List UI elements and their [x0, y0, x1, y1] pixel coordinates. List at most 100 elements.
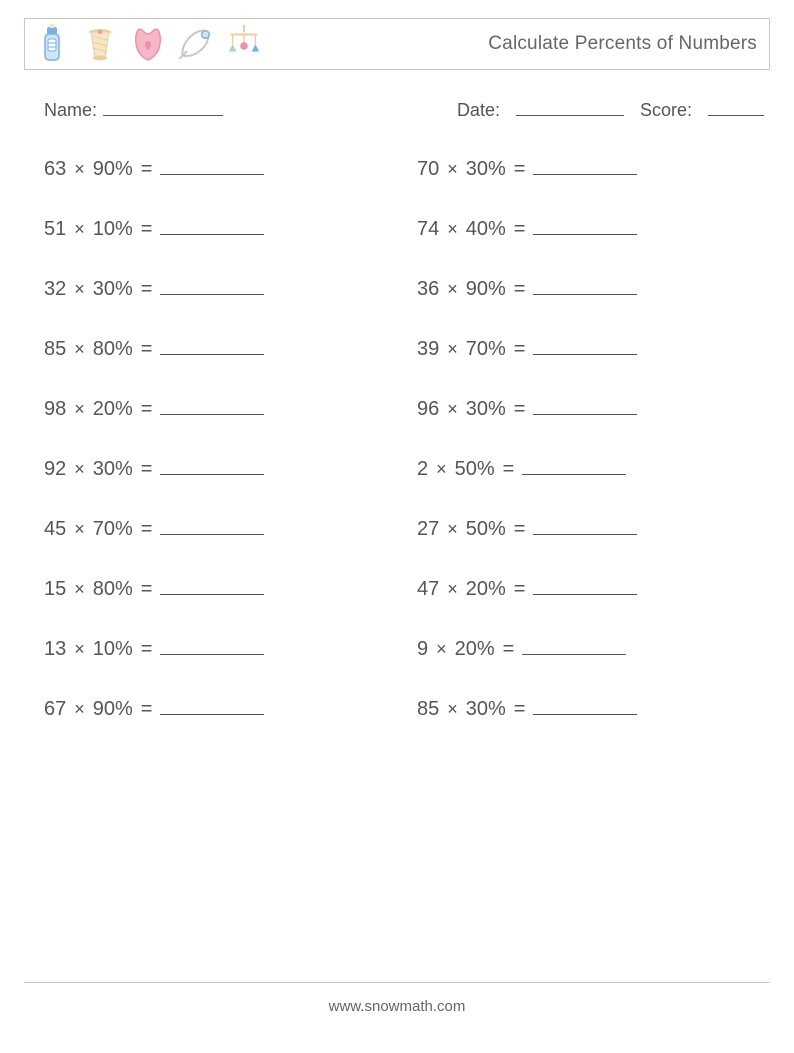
- operand-a: 9: [417, 638, 428, 661]
- answer-blank[interactable]: [160, 215, 264, 235]
- answer-blank[interactable]: [160, 455, 264, 475]
- date-blank[interactable]: [516, 98, 624, 116]
- multiply-sign: ×: [74, 639, 85, 660]
- name-blank[interactable]: [103, 98, 223, 116]
- score-label: Score:: [640, 100, 692, 121]
- operand-a: 32: [44, 278, 66, 301]
- equals-sign: =: [141, 398, 153, 421]
- problem-right-7: 47×20% =: [417, 575, 770, 601]
- operand-percent: 90%: [93, 158, 133, 181]
- multiply-sign: ×: [74, 339, 85, 360]
- answer-blank[interactable]: [160, 335, 264, 355]
- equals-sign: =: [141, 698, 153, 721]
- operand-percent: 70%: [466, 338, 506, 361]
- meta-row: Name: Date: Score:: [24, 98, 770, 121]
- operand-a: 85: [417, 698, 439, 721]
- answer-blank[interactable]: [160, 635, 264, 655]
- operand-a: 98: [44, 398, 66, 421]
- problem-right-0: 70×30% =: [417, 155, 770, 181]
- answer-blank[interactable]: [160, 155, 264, 175]
- answer-blank[interactable]: [533, 335, 637, 355]
- operand-a: 92: [44, 458, 66, 481]
- operand-a: 39: [417, 338, 439, 361]
- name-label: Name:: [44, 100, 97, 121]
- operand-percent: 30%: [93, 458, 133, 481]
- answer-blank[interactable]: [533, 575, 637, 595]
- multiply-sign: ×: [74, 159, 85, 180]
- equals-sign: =: [141, 518, 153, 541]
- answer-blank[interactable]: [160, 515, 264, 535]
- multiply-sign: ×: [74, 579, 85, 600]
- answer-blank[interactable]: [533, 695, 637, 715]
- answer-blank[interactable]: [533, 215, 637, 235]
- operand-a: 27: [417, 518, 439, 541]
- operand-a: 47: [417, 578, 439, 601]
- operand-percent: 30%: [466, 398, 506, 421]
- answer-blank[interactable]: [533, 155, 637, 175]
- problem-left-8: 13×10% =: [44, 635, 397, 661]
- answer-blank[interactable]: [522, 635, 626, 655]
- answer-blank[interactable]: [533, 515, 637, 535]
- equals-sign: =: [514, 698, 526, 721]
- problems-grid: 63×90% = 70×30% = 51×10% = 74×40% = 32×3…: [24, 155, 770, 721]
- equals-sign: =: [503, 638, 515, 661]
- operand-percent: 10%: [93, 638, 133, 661]
- equals-sign: =: [141, 578, 153, 601]
- operand-percent: 40%: [466, 218, 506, 241]
- multiply-sign: ×: [447, 279, 458, 300]
- bottle-icon: [33, 24, 71, 64]
- equals-sign: =: [141, 458, 153, 481]
- answer-blank[interactable]: [160, 275, 264, 295]
- multiply-sign: ×: [74, 459, 85, 480]
- multiply-sign: ×: [74, 219, 85, 240]
- operand-percent: 20%: [466, 578, 506, 601]
- problem-left-2: 32×30% =: [44, 275, 397, 301]
- operand-a: 15: [44, 578, 66, 601]
- answer-blank[interactable]: [522, 455, 626, 475]
- operand-percent: 80%: [93, 338, 133, 361]
- score-blank[interactable]: [708, 98, 764, 116]
- equals-sign: =: [503, 458, 515, 481]
- operand-percent: 30%: [466, 158, 506, 181]
- multiply-sign: ×: [447, 219, 458, 240]
- operand-a: 45: [44, 518, 66, 541]
- header-icons: [33, 24, 263, 64]
- problem-right-5: 2×50% =: [417, 455, 770, 481]
- answer-blank[interactable]: [160, 395, 264, 415]
- operand-percent: 30%: [93, 278, 133, 301]
- answer-blank[interactable]: [160, 695, 264, 715]
- operand-a: 96: [417, 398, 439, 421]
- problem-left-3: 85×80% =: [44, 335, 397, 361]
- equals-sign: =: [141, 338, 153, 361]
- problem-left-9: 67×90% =: [44, 695, 397, 721]
- problem-left-6: 45×70% =: [44, 515, 397, 541]
- equals-sign: =: [514, 578, 526, 601]
- equals-sign: =: [141, 278, 153, 301]
- answer-blank[interactable]: [533, 275, 637, 295]
- operand-a: 67: [44, 698, 66, 721]
- operand-percent: 50%: [455, 458, 495, 481]
- worksheet-title: Calculate Percents of Numbers: [488, 33, 757, 55]
- problem-right-9: 85×30% =: [417, 695, 770, 721]
- problem-left-7: 15×80% =: [44, 575, 397, 601]
- equals-sign: =: [514, 518, 526, 541]
- answer-blank[interactable]: [160, 575, 264, 595]
- bib-icon: [129, 24, 167, 64]
- equals-sign: =: [514, 278, 526, 301]
- operand-percent: 50%: [466, 518, 506, 541]
- answer-blank[interactable]: [533, 395, 637, 415]
- operand-percent: 90%: [466, 278, 506, 301]
- problem-right-4: 96×30% =: [417, 395, 770, 421]
- operand-a: 36: [417, 278, 439, 301]
- spool-icon: [81, 24, 119, 64]
- multiply-sign: ×: [74, 699, 85, 720]
- header-box: Calculate Percents of Numbers: [24, 18, 770, 70]
- equals-sign: =: [514, 158, 526, 181]
- multiply-sign: ×: [447, 699, 458, 720]
- multiply-sign: ×: [447, 339, 458, 360]
- equals-sign: =: [141, 158, 153, 181]
- equals-sign: =: [141, 638, 153, 661]
- problem-right-8: 9×20% =: [417, 635, 770, 661]
- footer-divider: [24, 982, 770, 983]
- problem-left-5: 92 × 30% =: [44, 455, 397, 481]
